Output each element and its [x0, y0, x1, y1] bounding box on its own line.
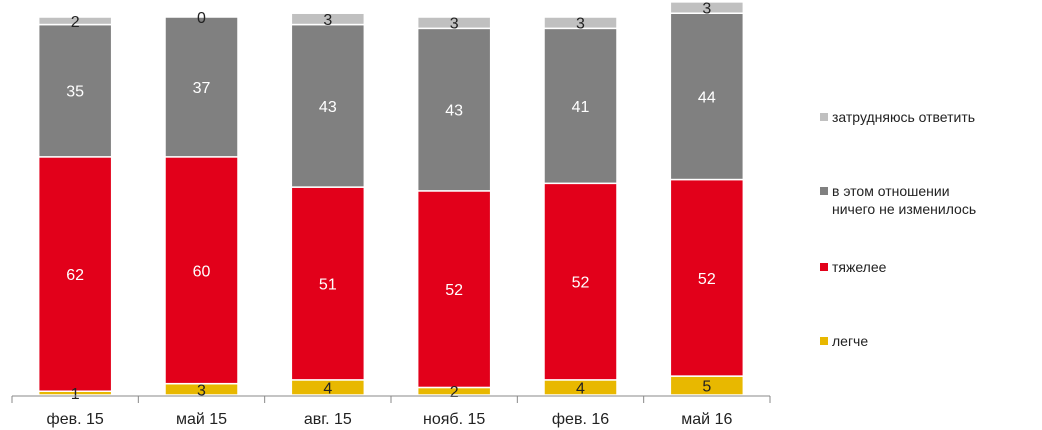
bar-segment [290, 186, 366, 381]
bar-segment [543, 27, 618, 185]
bar-segment [669, 178, 745, 377]
bar-segment [416, 190, 492, 389]
bar-segment [543, 182, 618, 381]
data-label: 52 [698, 271, 716, 288]
data-label: 2 [71, 14, 80, 31]
x-tick-label: фев. 15 [47, 411, 104, 428]
legend-item-harder: тяжелее [820, 258, 886, 276]
data-label: 44 [698, 89, 716, 106]
legend-item-hard-to-say: затрудняюсь ответить [820, 108, 975, 126]
legend-label: тяжелее [832, 259, 887, 275]
data-label: 3 [702, 1, 711, 18]
bar-segment [37, 23, 113, 158]
data-label: 62 [66, 267, 84, 284]
legend-label: легче [832, 333, 869, 349]
legend-item-easier: легче [820, 332, 868, 350]
data-label: 41 [572, 99, 590, 116]
legend-item-no-change: в этом отношении ничего не изменилось [820, 182, 976, 218]
bar-segment [37, 156, 113, 392]
data-label: 0 [197, 10, 206, 27]
bar-segment [164, 16, 239, 158]
data-label: 43 [319, 99, 337, 116]
data-label: 4 [576, 380, 585, 397]
bar-segment [543, 16, 618, 30]
data-label: 3 [450, 16, 459, 33]
bar-segment [669, 12, 745, 181]
x-tick-label: нояб. 15 [423, 411, 485, 428]
legend-label: в этом отношении ничего не изменилось [832, 183, 977, 217]
bar-segment [37, 16, 113, 26]
data-label: 2 [450, 384, 459, 401]
data-label: 52 [445, 282, 463, 299]
legend-swatch [820, 187, 828, 195]
data-label: 51 [319, 276, 337, 293]
bar-segment [669, 1, 745, 14]
data-label: 4 [323, 380, 332, 397]
x-tick-label: май 16 [681, 411, 732, 428]
bar-segment [416, 16, 492, 30]
legend-swatch [820, 337, 828, 345]
data-label: 1 [71, 386, 80, 403]
data-label: 52 [572, 275, 590, 292]
x-axis: фев. 15 май 15 авг. 15 нояб. 15 фев. 16 май 1… [11, 395, 771, 428]
x-tick-label: фев. 16 [552, 411, 609, 428]
data-label: 35 [66, 84, 84, 101]
data-label: 60 [193, 263, 211, 280]
data-label: 3 [576, 16, 585, 33]
x-tick-label: авг. 15 [304, 411, 352, 428]
bar-segment [290, 12, 366, 26]
data-label: 3 [197, 382, 206, 399]
legend-label: затрудняюсь ответить [832, 109, 976, 125]
data-label: 3 [323, 12, 332, 29]
bar-segment [416, 27, 492, 192]
data-label: 37 [193, 80, 211, 97]
data-label: 5 [702, 379, 711, 396]
bars-group [37, 1, 745, 396]
x-tick-label: май 15 [176, 411, 227, 428]
data-label: 43 [445, 103, 463, 120]
legend-swatch [820, 113, 828, 121]
legend-swatch [820, 263, 828, 271]
